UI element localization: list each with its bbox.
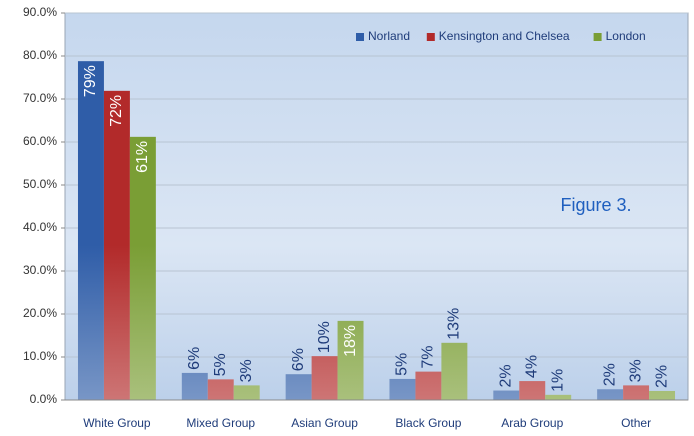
legend-swatch bbox=[593, 33, 602, 41]
bar bbox=[415, 371, 442, 400]
bar bbox=[337, 320, 364, 400]
annotation: Figure 3. bbox=[560, 195, 631, 215]
data-label: 5% bbox=[212, 353, 229, 376]
bar bbox=[649, 390, 676, 400]
bar bbox=[545, 394, 572, 400]
y-tick-label: 90.0% bbox=[23, 5, 57, 19]
bar bbox=[77, 61, 104, 400]
legend-label: Norland bbox=[368, 29, 410, 43]
data-label: 2% bbox=[601, 363, 618, 386]
bar bbox=[389, 378, 416, 400]
y-tick-label: 20.0% bbox=[23, 306, 57, 320]
bar bbox=[441, 342, 468, 400]
x-tick-label: Black Group bbox=[395, 416, 461, 430]
x-tick-label: Mixed Group bbox=[186, 416, 255, 430]
legend-swatch bbox=[426, 33, 435, 41]
bar bbox=[623, 385, 650, 400]
y-tick-label: 10.0% bbox=[23, 349, 57, 363]
bar bbox=[129, 136, 156, 400]
data-label: 5% bbox=[394, 353, 411, 376]
bar bbox=[519, 381, 546, 400]
data-label: 10% bbox=[316, 321, 333, 353]
data-label: 13% bbox=[446, 308, 463, 340]
y-tick-label: 0.0% bbox=[30, 392, 58, 406]
x-tick-label: Other bbox=[621, 416, 651, 430]
y-tick-label: 30.0% bbox=[23, 263, 57, 277]
legend-label: London bbox=[606, 29, 646, 43]
data-label: 3% bbox=[238, 359, 255, 382]
bar bbox=[311, 356, 338, 400]
legend-swatch bbox=[356, 33, 364, 41]
y-tick-label: 50.0% bbox=[23, 177, 57, 191]
data-label: 79% bbox=[82, 65, 99, 97]
x-tick-label: Arab Group bbox=[501, 416, 563, 430]
plot-area bbox=[64, 12, 689, 401]
data-label: 18% bbox=[342, 325, 359, 357]
data-label: 7% bbox=[420, 345, 437, 368]
data-label: 3% bbox=[627, 359, 644, 382]
bar bbox=[285, 374, 312, 400]
y-tick-label: 40.0% bbox=[23, 220, 57, 234]
data-label: 6% bbox=[290, 348, 307, 371]
bar bbox=[493, 390, 520, 400]
data-label: 2% bbox=[653, 365, 670, 388]
data-label: 72% bbox=[108, 95, 125, 127]
y-tick-label: 60.0% bbox=[23, 134, 57, 148]
bar bbox=[233, 385, 260, 400]
data-label: 4% bbox=[523, 355, 540, 378]
x-tick-label: Asian Group bbox=[291, 416, 358, 430]
bar bbox=[181, 372, 208, 400]
x-tick-label: White Group bbox=[83, 416, 151, 430]
bar bbox=[207, 379, 234, 400]
y-tick-label: 80.0% bbox=[23, 48, 57, 62]
legend-label: Kensington and Chelsea bbox=[439, 29, 570, 43]
data-label: 1% bbox=[549, 369, 566, 392]
data-label: 6% bbox=[186, 347, 203, 370]
y-tick-label: 70.0% bbox=[23, 91, 57, 105]
data-label: 2% bbox=[498, 364, 515, 387]
bar bbox=[103, 90, 130, 400]
data-label: 61% bbox=[134, 141, 151, 173]
bar bbox=[597, 389, 624, 400]
